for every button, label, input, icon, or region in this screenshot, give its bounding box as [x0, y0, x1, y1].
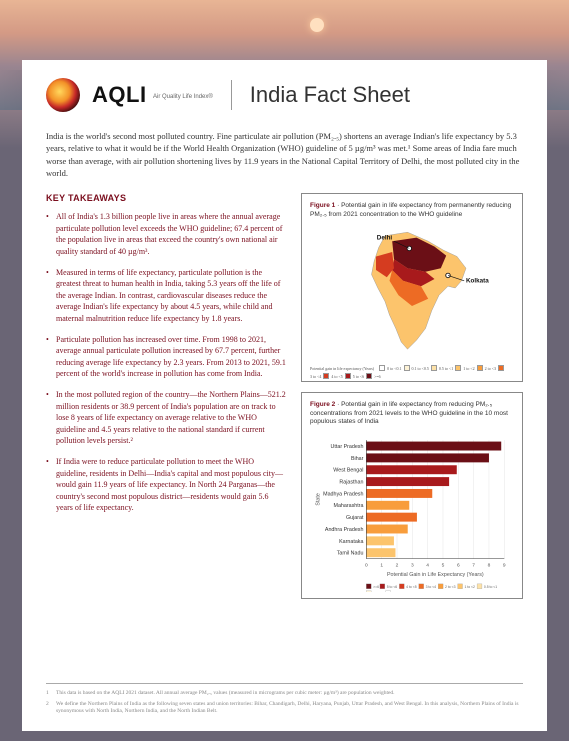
figure-1-title: Figure 1 · Potential gain in life expect… — [310, 202, 514, 219]
svg-text:Bihar: Bihar — [351, 456, 364, 462]
svg-text:State: State — [316, 494, 322, 506]
svg-text:3 to <4: 3 to <4 — [426, 585, 437, 589]
map-legend: Potential gain in life expectancy (Years… — [310, 365, 514, 379]
svg-text:Gujarat: Gujarat — [346, 516, 364, 522]
svg-text:Maharashtra: Maharashtra — [334, 504, 364, 510]
svg-text:3: 3 — [411, 563, 414, 569]
content-columns: KEY TAKEAWAYS All of India's 1.3 billion… — [46, 193, 523, 599]
svg-text:4 to <5: 4 to <5 — [406, 585, 417, 589]
takeaway-item: If India were to reduce particulate poll… — [46, 456, 287, 514]
svg-text:Potential Gain in Life Expecta: Potential Gain in Life Expectancy (Years… — [387, 573, 484, 579]
takeaway-item: Measured in terms of life expectancy, pa… — [46, 267, 287, 325]
bar-chart: 0 1 2 3 4 5 6 7 8 9 Uttar Pradesh Bihar West Bengal R… — [310, 432, 514, 592]
svg-text:Madhya Pradesh: Madhya Pradesh — [323, 492, 363, 498]
key-takeaways-heading: KEY TAKEAWAYS — [46, 193, 287, 203]
footnotes: 1This data is based on the AQLI 2021 dat… — [46, 683, 523, 719]
aqli-logo-icon — [46, 78, 80, 112]
svg-text:1: 1 — [380, 563, 383, 569]
svg-text:West Bengal: West Bengal — [333, 468, 363, 474]
svg-text:Kolkata: Kolkata — [466, 278, 489, 285]
sun-icon — [310, 18, 324, 32]
intro-paragraph: India is the world's second most pollute… — [46, 130, 523, 179]
logo-text: AQLI Air Quality Life Index® — [92, 82, 213, 108]
right-column: Figure 1 · Potential gain in life expect… — [301, 193, 523, 599]
india-map: Delhi Kolkata Potential gain in life exp… — [310, 225, 514, 375]
figure-2-title: Figure 2 · Potential gain in life expect… — [310, 401, 514, 426]
svg-text:Andhra Pradesh: Andhra Pradesh — [325, 527, 364, 533]
key-takeaways-list: All of India's 1.3 billion people live i… — [46, 211, 287, 514]
svg-text:0: 0 — [365, 563, 368, 569]
svg-text:Uttar Pradesh: Uttar Pradesh — [331, 444, 364, 450]
takeaway-item: Particulate pollution has increased over… — [46, 334, 287, 380]
svg-text:5: 5 — [442, 563, 445, 569]
svg-text:1 to <2: 1 to <2 — [464, 585, 475, 589]
svg-text:7: 7 — [472, 563, 475, 569]
svg-text:2 to <3: 2 to <3 — [445, 585, 456, 589]
footnote-2: 2We define the Northern Plains of India … — [46, 701, 523, 716]
header: AQLI Air Quality Life Index® India Fact … — [46, 78, 523, 122]
svg-text:5 to <6: 5 to <6 — [387, 585, 398, 589]
svg-text:9: 9 — [503, 563, 506, 569]
svg-text:6: 6 — [457, 563, 460, 569]
logo-subtitle: Air Quality Life Index® — [153, 94, 213, 101]
svg-text:Karnataka: Karnataka — [339, 539, 363, 545]
svg-text:2: 2 — [396, 563, 399, 569]
left-column: KEY TAKEAWAYS All of India's 1.3 billion… — [46, 193, 287, 599]
takeaway-item: All of India's 1.3 billion people live i… — [46, 211, 287, 257]
takeaway-item: In the most polluted region of the count… — [46, 389, 287, 447]
figure-1-box: Figure 1 · Potential gain in life expect… — [301, 193, 523, 382]
svg-text:4: 4 — [426, 563, 429, 569]
svg-text:Tamil Nadu: Tamil Nadu — [337, 551, 364, 557]
page-title: India Fact Sheet — [250, 82, 410, 108]
svg-text:Rajasthan: Rajasthan — [339, 480, 363, 486]
page-card: AQLI Air Quality Life Index® India Fact … — [22, 60, 547, 731]
figure-2-box: Figure 2 · Potential gain in life expect… — [301, 392, 523, 599]
footnote-1: 1This data is based on the AQLI 2021 dat… — [46, 690, 523, 698]
svg-text:>=6: >=6 — [373, 585, 379, 589]
svg-text:0.5 to <1: 0.5 to <1 — [484, 585, 497, 589]
logo-main: AQLI — [92, 82, 147, 107]
svg-text:Delhi: Delhi — [377, 235, 393, 242]
svg-text:8: 8 — [488, 563, 491, 569]
header-divider — [231, 80, 232, 110]
